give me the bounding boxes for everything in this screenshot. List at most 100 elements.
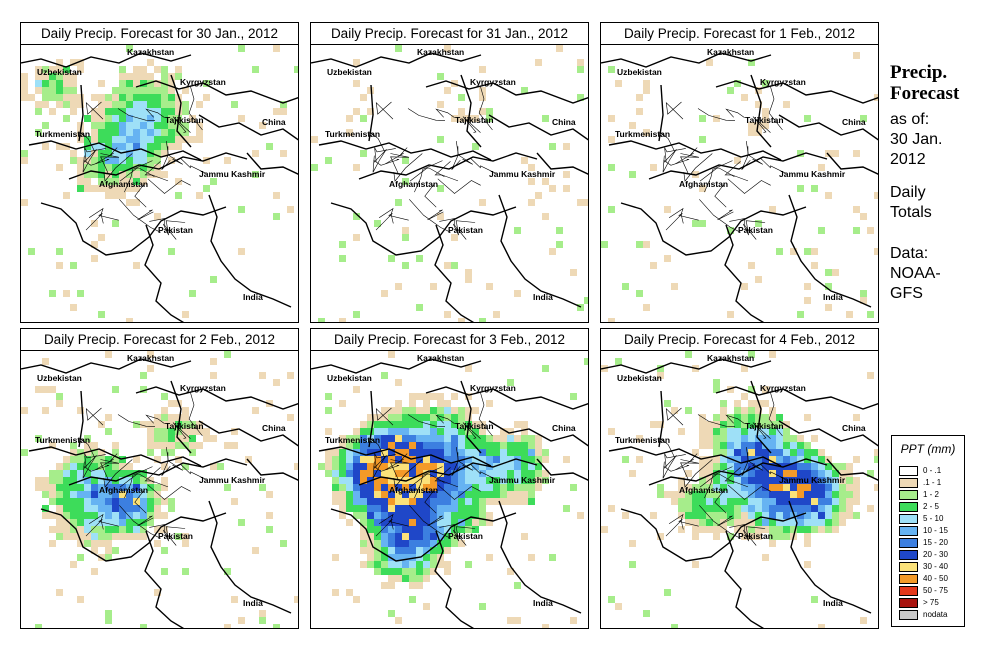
side-title: Precip. Forecast [890, 62, 959, 104]
side-title-line2: Forecast [890, 83, 960, 104]
legend-label: 15 - 20 [923, 538, 948, 547]
province-line [478, 391, 493, 437]
province-line [680, 459, 700, 480]
legend-item: 20 - 30 [899, 550, 963, 561]
legend-swatch [899, 598, 918, 608]
map-label-tajikistan: Tajikistan [745, 115, 784, 125]
map-label-india: India [823, 598, 843, 608]
province-line [452, 526, 476, 542]
data-line2: NOAA- [890, 265, 941, 282]
province-line [768, 85, 783, 131]
province-line [373, 464, 400, 472]
province-line [172, 116, 191, 133]
country-border [460, 380, 482, 454]
map-label-kazakhstan: Kazakhstan [707, 47, 754, 57]
legend-swatch [899, 610, 918, 620]
province-line [147, 484, 191, 500]
legend-title: PPT (mm) [900, 442, 956, 456]
province-line [704, 466, 733, 499]
forecast-map: Kazakhstan Uzbekistan Kyrgyzstan Tajikistan… [601, 351, 878, 628]
precip-legend: PPT (mm) 0 - .1 .1 - 1 1 - 2 2 - 5 5 - 10 10 … [891, 435, 965, 627]
legend-label: 5 - 10 [923, 514, 944, 523]
province-line [124, 160, 153, 193]
country-border [144, 530, 185, 628]
map-panel-5: Daily Precip. Forecast for 3 Feb., 2012 … [310, 328, 589, 629]
country-border [488, 114, 588, 141]
map-panel-4: Daily Precip. Forecast for 2 Feb., 2012 … [20, 328, 299, 629]
province-line [409, 167, 445, 182]
country-border [68, 458, 248, 486]
map-label-jammu-kashmir: Jammu Kashmir [779, 169, 846, 179]
map-label-india: India [823, 292, 843, 302]
data-line3: GFS [890, 285, 923, 302]
map-label-jammu-kashmir: Jammu Kashmir [779, 475, 846, 485]
legend-label: 20 - 30 [923, 550, 948, 559]
map-label-uzbekistan: Uzbekistan [617, 373, 662, 383]
panel-title: Daily Precip. Forecast for 30 Jan., 2012 [21, 23, 298, 45]
country-border [648, 152, 828, 180]
daily-line1: Daily [890, 184, 926, 201]
province-line [145, 108, 165, 118]
country-border [608, 140, 782, 161]
country-border [78, 390, 84, 448]
country-border [135, 386, 298, 410]
province-line [162, 526, 186, 542]
legend-item: 40 - 50 [899, 574, 963, 585]
province-line [717, 209, 734, 221]
country-border [21, 358, 192, 374]
map-label-jammu-kashmir: Jammu Kashmir [489, 475, 556, 485]
map-label-uzbekistan: Uzbekistan [327, 67, 372, 77]
province-line [470, 463, 496, 480]
country-border [368, 84, 374, 142]
province-line [375, 101, 394, 120]
map-panel-3: Daily Precip. Forecast for 1 Feb., 2012 … [600, 22, 879, 323]
legend-label: 40 - 50 [923, 574, 948, 583]
province-line [372, 149, 387, 173]
map-label-china: China [262, 423, 286, 433]
map-label-turkmenistan: Turkmenistan [325, 129, 380, 139]
map-label-india: India [243, 598, 263, 608]
legend-label: 0 - .1 [923, 466, 942, 475]
province-line [407, 108, 446, 121]
province-line [714, 489, 727, 514]
country-border [318, 446, 492, 467]
map-label-india: India [243, 292, 263, 302]
province-line [665, 407, 684, 426]
map-label-china: China [842, 117, 866, 127]
data-source-text: Data: NOAA- GFS [890, 244, 941, 304]
province-line [662, 149, 677, 173]
province-line [180, 463, 206, 480]
province-line [437, 178, 481, 194]
map-label-afghanistan: Afghanistan [99, 485, 148, 495]
province-line [675, 453, 698, 471]
precip-grid [318, 351, 588, 628]
map-label-turkmenistan: Turkmenistan [615, 129, 670, 139]
province-line [409, 473, 445, 488]
province-line [729, 524, 757, 546]
country-border [198, 420, 298, 447]
country-border [536, 458, 588, 481]
map-label-kazakhstan: Kazakhstan [127, 47, 174, 57]
legend-swatch [899, 490, 918, 500]
map-label-pakistan: Pakistan [738, 531, 773, 541]
country-border [648, 458, 828, 486]
daily-totals-text: Daily Totals [890, 183, 932, 223]
map-label-kyrgyzstan: Kyrgyzstan [760, 77, 806, 87]
as-of-line2: 30 Jan. [890, 131, 943, 148]
legend-label: 2 - 5 [923, 502, 940, 511]
province-line [697, 414, 736, 427]
province-line [149, 218, 177, 240]
province-line [729, 218, 757, 240]
map-label-pakistan: Pakistan [738, 225, 773, 235]
panel-title: Daily Precip. Forecast for 3 Feb., 2012 [311, 329, 588, 351]
province-line [82, 455, 97, 479]
province-line [725, 414, 745, 424]
legend-swatch [899, 562, 918, 572]
map-label-china: China [552, 423, 576, 433]
province-line [84, 147, 106, 162]
country-border [778, 420, 878, 447]
map-label-kyrgyzstan: Kyrgyzstan [470, 383, 516, 393]
country-border [788, 500, 872, 614]
country-border [368, 390, 374, 448]
legend-label: 1 - 2 [923, 490, 940, 499]
